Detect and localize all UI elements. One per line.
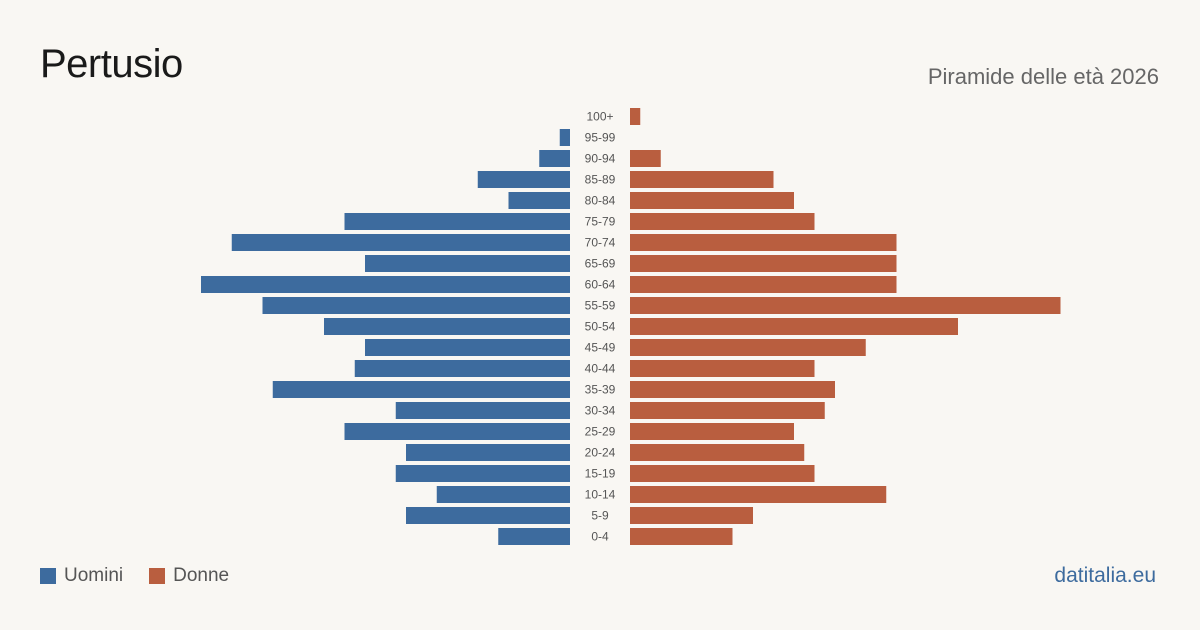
age-label-40-44: 40-44 bbox=[585, 362, 616, 376]
bar-women-30-34 bbox=[630, 402, 825, 419]
bar-women-75-79 bbox=[630, 213, 815, 230]
age-label-85-89: 85-89 bbox=[585, 173, 616, 187]
age-label-95-99: 95-99 bbox=[585, 131, 616, 145]
age-label-60-64: 60-64 bbox=[585, 278, 616, 292]
age-label-35-39: 35-39 bbox=[585, 383, 616, 397]
legend: Uomini Donne bbox=[40, 565, 255, 587]
bar-men-30-34 bbox=[395, 402, 570, 419]
bar-men-75-79 bbox=[344, 213, 570, 230]
bar-men-45-49 bbox=[365, 339, 570, 356]
bar-men-0-4 bbox=[498, 528, 570, 545]
age-label-50-54: 50-54 bbox=[585, 320, 616, 334]
age-label-70-74: 70-74 bbox=[585, 236, 616, 250]
bar-men-35-39 bbox=[272, 381, 570, 398]
age-label-80-84: 80-84 bbox=[585, 194, 616, 208]
bar-women-10-14 bbox=[630, 486, 887, 503]
age-label-90-94: 90-94 bbox=[585, 152, 616, 166]
bar-men-25-29 bbox=[344, 423, 570, 440]
bar-men-20-24 bbox=[406, 444, 570, 461]
age-label-20-24: 20-24 bbox=[585, 446, 616, 460]
age-label-55-59: 55-59 bbox=[585, 299, 616, 313]
bar-women-35-39 bbox=[630, 381, 835, 398]
bar-women-40-44 bbox=[630, 360, 815, 377]
bar-men-5-9 bbox=[406, 507, 570, 524]
legend-item-men: Uomini bbox=[40, 565, 123, 587]
brand-link[interactable]: datitalia.eu bbox=[1054, 564, 1156, 587]
bar-men-90-94 bbox=[539, 150, 570, 167]
age-label-5-9: 5-9 bbox=[591, 509, 609, 523]
bar-women-90-94 bbox=[630, 150, 661, 167]
bar-women-20-24 bbox=[630, 444, 805, 461]
bar-men-40-44 bbox=[354, 360, 570, 377]
age-label-75-79: 75-79 bbox=[585, 215, 616, 229]
bar-women-80-84 bbox=[630, 192, 794, 209]
bar-men-65-69 bbox=[365, 255, 570, 272]
bar-women-55-59 bbox=[630, 297, 1061, 314]
bar-women-0-4 bbox=[630, 528, 733, 545]
age-label-100plus: 100+ bbox=[586, 110, 613, 124]
bar-women-85-89 bbox=[630, 171, 774, 188]
bar-women-5-9 bbox=[630, 507, 753, 524]
bar-women-60-64 bbox=[630, 276, 897, 293]
bar-men-85-89 bbox=[477, 171, 570, 188]
legend-label-men: Uomini bbox=[64, 565, 124, 586]
bar-women-25-29 bbox=[630, 423, 794, 440]
legend-swatch-men bbox=[40, 568, 56, 584]
chart-subtitle: Piramide delle età 2026 bbox=[927, 64, 1159, 89]
bar-women-15-19 bbox=[630, 465, 815, 482]
bar-men-50-54 bbox=[324, 318, 570, 335]
bar-women-100plus bbox=[630, 108, 641, 125]
age-label-25-29: 25-29 bbox=[585, 425, 616, 439]
bar-women-65-69 bbox=[630, 255, 897, 272]
age-label-0-4: 0-4 bbox=[591, 530, 609, 544]
bar-women-50-54 bbox=[630, 318, 958, 335]
age-label-65-69: 65-69 bbox=[585, 257, 616, 271]
age-label-30-34: 30-34 bbox=[585, 404, 616, 418]
bar-men-10-14 bbox=[436, 486, 570, 503]
legend-swatch-women bbox=[149, 568, 166, 584]
age-label-10-14: 10-14 bbox=[585, 488, 616, 502]
bar-men-15-19 bbox=[395, 465, 570, 482]
bar-men-95-99 bbox=[559, 129, 570, 146]
chart-title: Pertusio bbox=[40, 42, 183, 86]
bar-men-60-64 bbox=[201, 276, 570, 293]
bar-men-70-74 bbox=[231, 234, 570, 251]
bar-men-55-59 bbox=[262, 297, 570, 314]
bar-men-80-84 bbox=[508, 192, 570, 209]
bar-women-70-74 bbox=[630, 234, 897, 251]
legend-item-women: Donne bbox=[149, 565, 229, 587]
age-label-15-19: 15-19 bbox=[585, 467, 616, 481]
age-label-45-49: 45-49 bbox=[585, 341, 616, 355]
legend-label-women: Donne bbox=[173, 565, 230, 586]
bar-women-45-49 bbox=[630, 339, 866, 356]
